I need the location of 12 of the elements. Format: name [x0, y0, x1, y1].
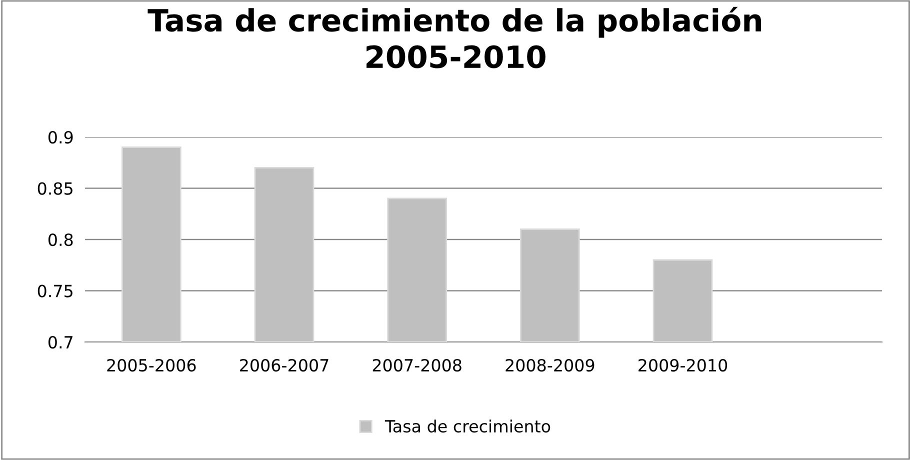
chart-title: Tasa de crecimiento de la población 2005-2010: [148, 6, 762, 68]
x-tick-label: 2005-2006: [107, 358, 196, 372]
y-tick-label: 0.85: [38, 182, 72, 195]
y-tick-label: 0.9: [48, 130, 73, 144]
y-tick-label: 0.7: [48, 336, 72, 349]
x-tick-label: 2006-2007: [240, 358, 328, 372]
x-tick-label: 2009-2010: [638, 358, 728, 372]
x-tick-label: 2007-2008: [372, 358, 462, 372]
x-tick-label: 2008-2009: [506, 358, 594, 372]
legend-label: Tasa de crecimiento: [384, 420, 550, 433]
y-tick-label: 0.8: [48, 233, 73, 246]
y-tick-label: 0.75: [38, 284, 72, 298]
